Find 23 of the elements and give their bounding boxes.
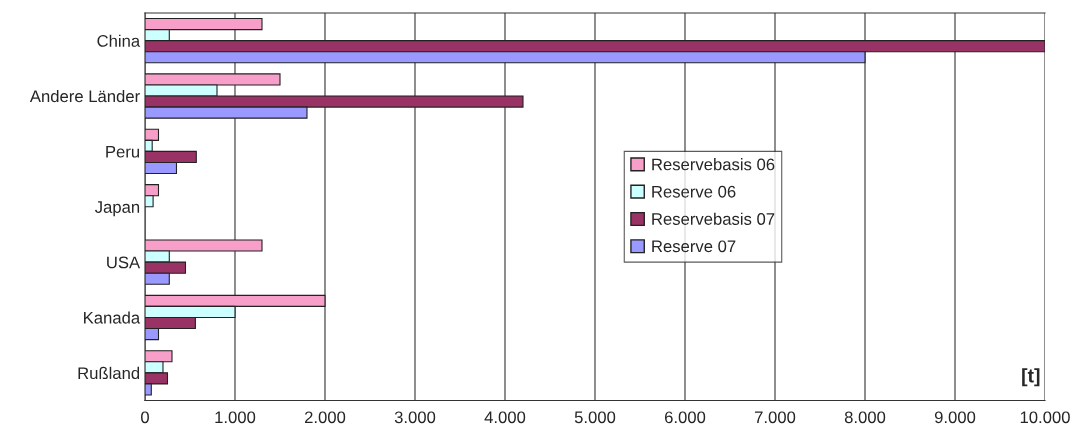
x-tick-label: 3.000 xyxy=(394,411,436,424)
legend-label: Reserve 06 xyxy=(652,185,736,198)
x-tick-label: 1.000 xyxy=(215,411,256,424)
legend-label: Reservebasis 06 xyxy=(652,158,775,171)
y-tick-label: Japan xyxy=(94,201,140,217)
x-tick-label: 5.000 xyxy=(574,411,616,424)
x-tick-label: 7.000 xyxy=(755,411,796,424)
x-tick-label: 8.000 xyxy=(844,411,886,424)
legend-label: Reserve 07 xyxy=(652,240,736,253)
x-tick-label: 9.000 xyxy=(934,411,976,424)
y-tick-label: Rußland xyxy=(78,366,140,380)
x-tick-label: 10.000 xyxy=(1020,411,1070,424)
x-axis-title: [t] xyxy=(1022,368,1040,387)
x-tick-label: 2.000 xyxy=(304,411,346,424)
y-tick-label: Kanada xyxy=(84,311,141,324)
y-tick-label: Andere Länder xyxy=(29,89,140,103)
y-tick-label: China xyxy=(97,34,141,47)
x-tick-label: 6.000 xyxy=(664,411,706,424)
y-tick-label: USA xyxy=(107,256,141,269)
y-tick-label: Peru xyxy=(106,145,140,158)
legend-label: Reservebasis 07 xyxy=(652,212,775,225)
x-tick-label: 0 xyxy=(141,411,149,424)
x-tick-label: 4.000 xyxy=(484,411,526,424)
